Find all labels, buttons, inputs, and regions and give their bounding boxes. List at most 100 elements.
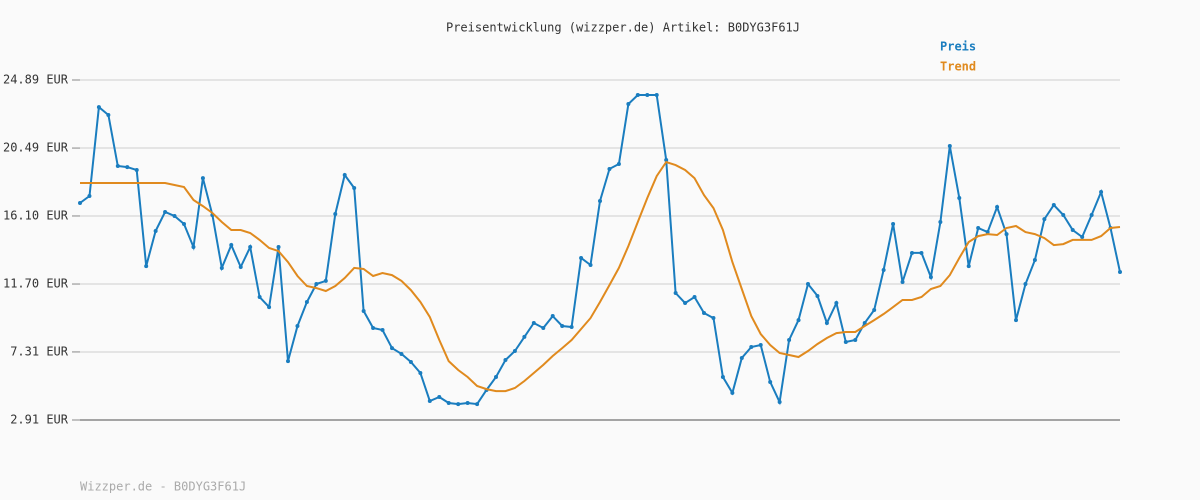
point-marker <box>654 93 659 98</box>
point-marker <box>862 321 867 326</box>
point-marker <box>163 209 168 214</box>
point-marker <box>1004 232 1009 237</box>
chart-title: Preisentwicklung (wizzper.de) Artikel: B… <box>446 21 800 35</box>
point-marker <box>267 305 272 310</box>
point-marker <box>881 267 886 272</box>
point-marker <box>456 402 461 407</box>
point-marker <box>1118 269 1122 274</box>
point-marker <box>673 291 678 296</box>
point-marker <box>843 340 848 345</box>
point-marker <box>919 250 924 255</box>
point-marker <box>824 321 829 326</box>
point-marker <box>815 293 820 298</box>
point-marker <box>692 295 697 300</box>
point-marker <box>560 323 565 328</box>
point-marker <box>257 295 262 300</box>
point-marker <box>78 200 82 205</box>
point-marker <box>541 325 546 330</box>
point-marker <box>947 144 952 149</box>
point-marker <box>125 165 130 170</box>
point-marker <box>342 172 347 177</box>
point-marker <box>87 194 92 199</box>
point-marker <box>191 245 196 250</box>
point-marker <box>96 105 101 110</box>
point-marker <box>702 310 706 315</box>
point-marker <box>900 280 905 285</box>
point-marker <box>1099 189 1104 194</box>
point-marker <box>238 265 243 270</box>
point-marker <box>720 374 725 379</box>
point-marker <box>512 349 517 354</box>
point-marker <box>115 164 120 169</box>
point-marker <box>352 185 357 190</box>
point-marker <box>626 101 631 106</box>
point-marker <box>616 161 621 166</box>
point-marker <box>777 400 782 405</box>
point-marker <box>607 166 612 171</box>
point-marker <box>522 334 527 339</box>
point-marker <box>711 316 716 321</box>
point-marker <box>664 157 669 162</box>
point-marker <box>1089 213 1094 218</box>
point-marker <box>1061 213 1066 218</box>
point-marker <box>144 264 149 269</box>
point-marker <box>787 338 792 343</box>
point-marker <box>739 355 744 360</box>
point-marker <box>1080 235 1085 240</box>
point-marker <box>995 204 1000 209</box>
point-marker <box>390 346 394 351</box>
point-marker <box>1042 217 1047 222</box>
point-marker <box>1051 202 1056 207</box>
point-marker <box>891 222 896 227</box>
y-tick-label: 20.49 EUR <box>3 141 69 155</box>
point-marker <box>1014 318 1018 323</box>
point-marker <box>683 301 688 306</box>
point-marker <box>503 357 508 362</box>
point-marker <box>437 394 442 399</box>
point-marker <box>304 299 309 304</box>
point-marker <box>380 327 385 332</box>
point-marker <box>531 321 536 326</box>
point-marker <box>314 282 319 287</box>
point-marker <box>229 243 234 248</box>
point-marker <box>134 168 139 173</box>
point-marker <box>796 318 801 323</box>
legend-entry: Trend <box>940 60 976 74</box>
y-tick-label: 11.70 EUR <box>3 277 69 291</box>
point-marker <box>645 93 650 98</box>
y-tick-label: 24.89 EUR <box>3 73 69 87</box>
point-marker <box>399 351 404 356</box>
point-marker <box>418 370 423 375</box>
point-marker <box>446 400 451 405</box>
point-marker <box>1070 228 1075 233</box>
point-marker <box>475 402 480 407</box>
point-marker <box>768 379 773 384</box>
point-marker <box>248 245 253 250</box>
point-marker <box>1023 282 1028 287</box>
point-marker <box>276 245 281 250</box>
point-marker <box>172 213 177 218</box>
point-marker <box>588 263 593 268</box>
point-marker <box>465 400 470 405</box>
point-marker <box>200 176 205 181</box>
point-marker <box>910 250 914 255</box>
point-marker <box>494 374 498 379</box>
point-marker <box>569 325 574 330</box>
point-marker <box>550 314 555 319</box>
point-marker <box>286 359 290 364</box>
point-marker <box>966 264 971 269</box>
point-marker <box>333 211 338 216</box>
point-marker <box>153 228 158 233</box>
point-marker <box>182 222 186 227</box>
point-marker <box>806 282 810 287</box>
point-marker <box>598 198 602 203</box>
point-marker <box>834 301 839 306</box>
point-marker <box>938 220 943 225</box>
point-marker <box>758 342 763 347</box>
point-marker <box>579 256 584 261</box>
legend-entry: Preis <box>940 40 976 54</box>
point-marker <box>976 226 981 231</box>
point-marker <box>219 265 224 270</box>
